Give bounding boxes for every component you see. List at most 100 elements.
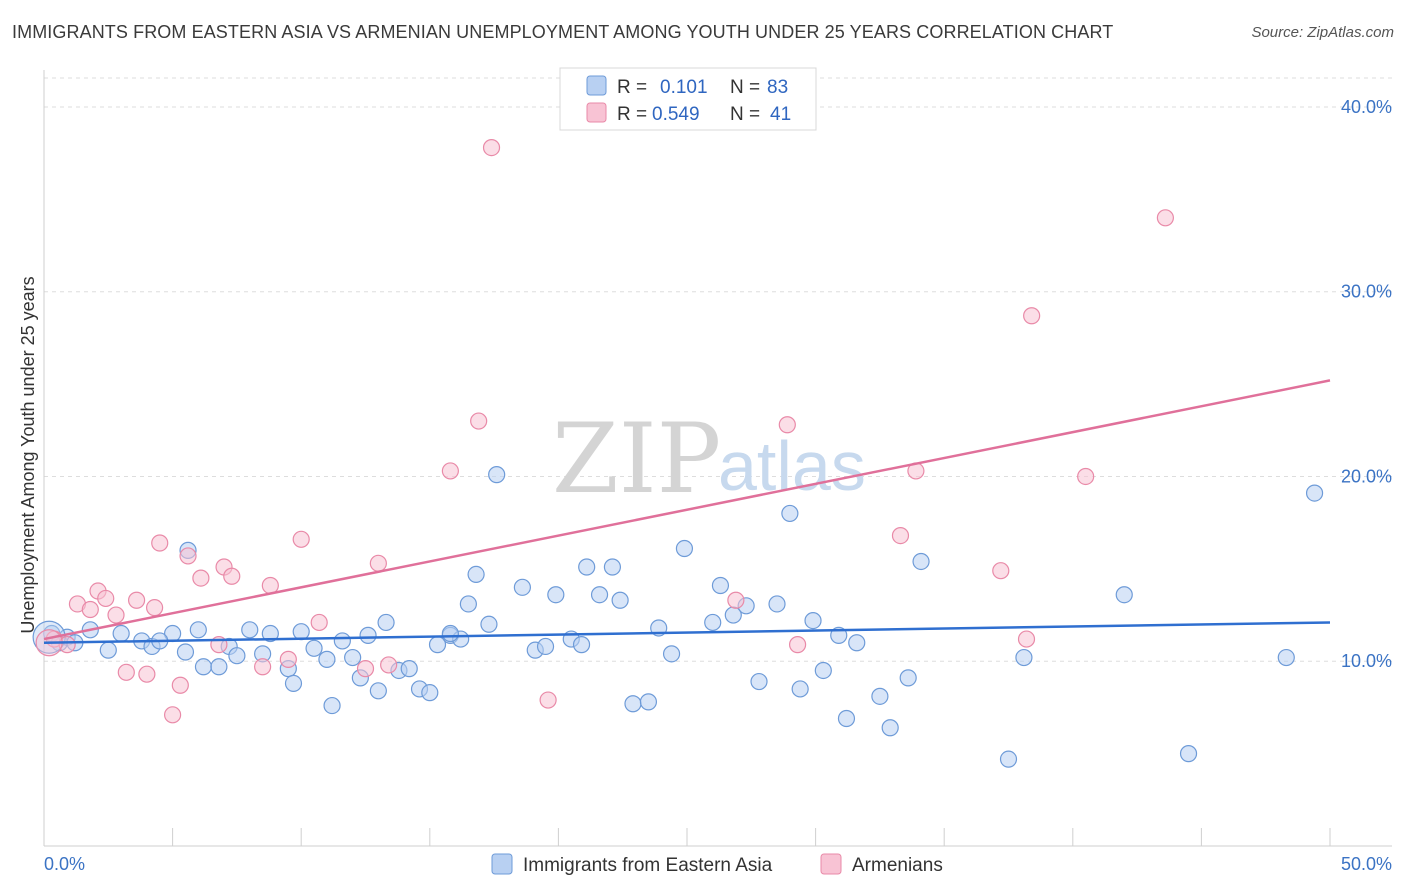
data-point [127, 591, 146, 609]
watermark-zip: ZIP [552, 403, 721, 515]
data-point [81, 600, 99, 619]
legend-bottom-label-blue: Immigrants from Eastern Asia [523, 855, 773, 876]
legend-n-value-pink: 41 [770, 104, 791, 125]
trend-line-armenians [43, 379, 1331, 641]
watermark-atlas: atlas [718, 427, 866, 505]
data-point [1077, 467, 1095, 486]
data-point [778, 416, 796, 434]
x-ticks [43, 828, 1331, 846]
data-point [97, 589, 115, 608]
data-point [210, 658, 228, 676]
data-point [400, 660, 418, 678]
data-point [992, 562, 1010, 580]
data-point [189, 621, 207, 639]
data-point [881, 719, 899, 737]
data-point [356, 660, 375, 678]
data-point [261, 624, 279, 643]
data-point [467, 565, 485, 584]
legend-bottom-swatch-blue [491, 853, 513, 875]
data-point [513, 578, 531, 596]
data-point [380, 656, 398, 674]
data-point [292, 530, 310, 548]
data-point [223, 567, 241, 585]
data-point [151, 534, 169, 552]
y-tick-label: 20.0% [1341, 466, 1392, 486]
data-point [145, 599, 164, 617]
chart-title: IMMIGRANTS FROM EASTERN ASIA VS ARMENIAN… [12, 22, 1114, 42]
data-point [999, 750, 1018, 768]
data-point [112, 624, 130, 643]
data-point [912, 552, 930, 571]
source-credit: Source: ZipAtlas.com [1251, 24, 1394, 41]
data-point [284, 674, 303, 693]
data-point [578, 558, 596, 576]
data-point [639, 693, 658, 711]
data-point [441, 462, 459, 480]
data-point [459, 595, 477, 613]
data-point [470, 412, 488, 430]
data-point [344, 648, 362, 667]
grid-lines [44, 77, 1392, 662]
data-point [480, 615, 498, 633]
trend-line-immigrants-eastern-asia [43, 621, 1331, 645]
data-point [194, 658, 213, 676]
data-point [1115, 586, 1133, 604]
x-tick-label-min: 0.0% [44, 854, 85, 874]
data-point [179, 547, 197, 565]
data-point [1305, 484, 1324, 502]
data-point [164, 706, 182, 724]
y-tick-label: 10.0% [1341, 651, 1392, 671]
legend-swatch-pink [586, 102, 607, 123]
data-point [421, 684, 439, 702]
data-point [547, 586, 565, 604]
legend-n-value-blue: 83 [767, 77, 788, 98]
data-point [1179, 745, 1198, 763]
data-point [624, 695, 642, 713]
legend-series: Immigrants from Eastern Asia Armenians [491, 853, 943, 876]
data-point [1017, 630, 1036, 648]
data-point [323, 696, 341, 715]
data-point [117, 663, 135, 681]
data-point [768, 595, 786, 613]
data-point [539, 691, 557, 709]
data-point [254, 658, 272, 676]
data-point [228, 647, 246, 665]
data-point [192, 569, 210, 587]
data-point [1156, 209, 1174, 227]
data-point [788, 636, 807, 654]
data-point [333, 632, 351, 650]
data-point [99, 641, 117, 659]
data-point [292, 623, 310, 641]
data-point [704, 613, 722, 632]
data-point [171, 676, 189, 694]
data-point [310, 613, 328, 632]
data-point [781, 504, 799, 523]
data-point [359, 626, 377, 644]
y-tick-label: 30.0% [1341, 282, 1392, 302]
data-point [369, 682, 387, 700]
data-point [837, 709, 856, 728]
data-point [814, 661, 832, 680]
legend-n-label-pink: N = [730, 104, 760, 125]
data-point [750, 672, 768, 691]
data-point [1277, 648, 1295, 667]
data-point [804, 611, 822, 630]
x-tick-label-max: 50.0% [1341, 854, 1392, 874]
data-point [488, 466, 506, 484]
legend-bottom-label-pink: Armenians [852, 855, 943, 876]
legend-swatch-blue [586, 75, 607, 96]
data-point [611, 591, 629, 609]
data-point [58, 636, 76, 654]
legend-r-value-pink: 0.549 [652, 104, 700, 125]
data-point [871, 687, 889, 705]
data-point [377, 613, 395, 632]
data-point [662, 645, 681, 663]
data-point [1023, 307, 1041, 325]
data-point [791, 680, 809, 698]
watermark: ZIP atlas [552, 403, 866, 515]
data-point [176, 643, 195, 661]
y-tick-label: 40.0% [1341, 97, 1392, 117]
data-point [261, 576, 279, 595]
data-point [1015, 648, 1033, 667]
